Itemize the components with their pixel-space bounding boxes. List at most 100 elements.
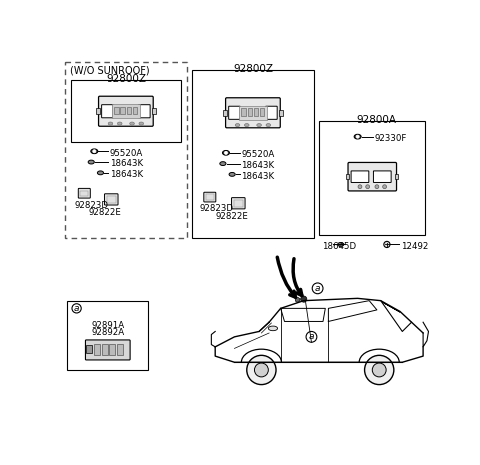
FancyBboxPatch shape	[265, 106, 277, 120]
FancyBboxPatch shape	[85, 340, 130, 360]
Bar	[94, 344, 100, 354]
Bar	[319, 121, 425, 235]
Bar	[65, 62, 187, 238]
Bar	[254, 108, 258, 116]
Bar	[71, 80, 180, 142]
Ellipse shape	[235, 124, 240, 126]
Ellipse shape	[130, 122, 134, 125]
Ellipse shape	[244, 124, 249, 126]
Circle shape	[384, 241, 390, 247]
Circle shape	[365, 355, 394, 385]
Ellipse shape	[88, 160, 94, 164]
Bar	[279, 110, 283, 116]
FancyBboxPatch shape	[105, 194, 118, 205]
Ellipse shape	[229, 173, 235, 176]
Text: 92823D: 92823D	[74, 200, 108, 210]
Circle shape	[254, 363, 268, 377]
Text: 92892A: 92892A	[91, 328, 124, 338]
Bar	[260, 108, 264, 116]
Bar	[133, 106, 137, 114]
Bar	[107, 196, 116, 203]
Circle shape	[312, 283, 323, 294]
Bar	[120, 106, 125, 114]
Bar	[192, 70, 314, 238]
Text: a: a	[74, 304, 79, 313]
Bar	[346, 174, 349, 179]
Ellipse shape	[97, 171, 104, 175]
Circle shape	[383, 185, 386, 189]
Bar	[117, 344, 123, 354]
Text: 92822E: 92822E	[89, 208, 121, 217]
Circle shape	[72, 304, 81, 313]
Bar	[102, 344, 108, 354]
Text: 92891A: 92891A	[91, 321, 124, 330]
Bar	[86, 345, 92, 353]
Circle shape	[93, 150, 96, 153]
Bar	[67, 301, 148, 370]
Text: a: a	[309, 332, 314, 341]
FancyBboxPatch shape	[102, 105, 113, 118]
Circle shape	[247, 355, 276, 385]
Text: 92800A: 92800A	[356, 115, 396, 125]
FancyBboxPatch shape	[204, 192, 216, 202]
Circle shape	[358, 185, 362, 189]
Text: 18643K: 18643K	[110, 159, 143, 168]
Ellipse shape	[108, 122, 113, 125]
Bar	[112, 104, 140, 118]
Ellipse shape	[266, 124, 271, 126]
Bar	[223, 110, 227, 116]
Text: 18643K: 18643K	[110, 170, 143, 179]
Circle shape	[356, 135, 359, 138]
Bar	[234, 200, 243, 207]
Ellipse shape	[91, 149, 98, 153]
Ellipse shape	[268, 326, 277, 331]
Ellipse shape	[220, 162, 226, 166]
Text: 92330F: 92330F	[374, 134, 407, 143]
Circle shape	[372, 363, 386, 377]
Text: 92823D: 92823D	[200, 205, 234, 213]
Bar	[127, 106, 131, 114]
Text: 18645D: 18645D	[322, 242, 356, 251]
Text: 18643K: 18643K	[241, 172, 275, 181]
Bar	[114, 106, 119, 114]
FancyBboxPatch shape	[373, 171, 391, 182]
Text: 95520A: 95520A	[110, 149, 143, 158]
Ellipse shape	[223, 151, 229, 155]
Text: 12492: 12492	[401, 242, 428, 251]
Text: (W/O SUNROOF): (W/O SUNROOF)	[70, 65, 149, 75]
FancyBboxPatch shape	[348, 162, 396, 191]
Ellipse shape	[337, 243, 344, 246]
Circle shape	[295, 298, 300, 302]
Text: a: a	[315, 284, 320, 293]
Circle shape	[300, 296, 307, 302]
FancyBboxPatch shape	[351, 171, 369, 182]
Bar	[241, 108, 246, 116]
Ellipse shape	[354, 134, 361, 139]
FancyBboxPatch shape	[98, 96, 153, 126]
Text: 92800Z: 92800Z	[233, 64, 273, 73]
Bar	[152, 108, 156, 114]
Text: 92800Z: 92800Z	[106, 74, 146, 84]
FancyBboxPatch shape	[231, 198, 245, 209]
Text: 92822E: 92822E	[216, 212, 249, 221]
FancyBboxPatch shape	[228, 106, 240, 120]
Circle shape	[225, 151, 228, 154]
Bar	[206, 194, 214, 200]
Text: 95520A: 95520A	[241, 150, 275, 159]
Circle shape	[375, 185, 379, 189]
FancyBboxPatch shape	[139, 105, 150, 118]
Bar	[109, 344, 116, 354]
Bar	[396, 174, 398, 179]
Ellipse shape	[139, 122, 144, 125]
Bar	[96, 108, 100, 114]
Bar	[81, 191, 88, 196]
Text: 18643K: 18643K	[241, 161, 275, 170]
FancyBboxPatch shape	[226, 98, 280, 128]
FancyBboxPatch shape	[78, 188, 90, 198]
Circle shape	[366, 185, 370, 189]
Circle shape	[306, 332, 317, 342]
Ellipse shape	[257, 124, 262, 126]
Ellipse shape	[118, 122, 122, 125]
Bar	[248, 108, 252, 116]
Bar	[239, 106, 267, 120]
